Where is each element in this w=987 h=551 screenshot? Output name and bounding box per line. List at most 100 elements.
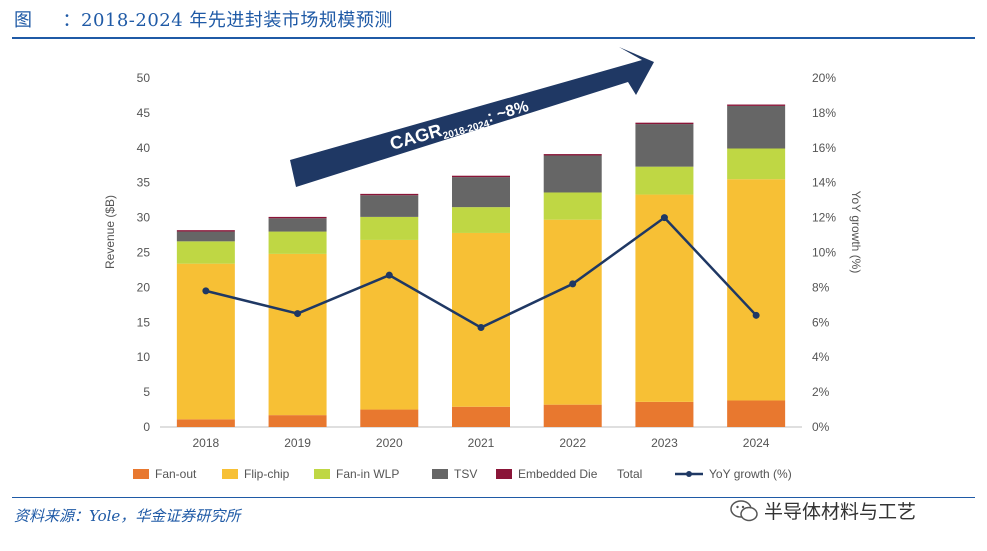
y-tick-label: 5 [143, 385, 150, 399]
legend-swatch-fan-out [133, 469, 149, 479]
legend-swatch-fan-in-wlp [314, 469, 330, 479]
legend-label: Flip-chip [244, 467, 290, 481]
bar-flip-chip [452, 232, 510, 407]
bar-flip-chip [543, 219, 602, 405]
y-tick-label: 50 [137, 71, 151, 85]
watermark-text: 半导体材料与工艺 [764, 501, 917, 523]
chart-title: 图 ：2018-2024 年先进封装市场规模预测 [14, 6, 393, 32]
y-tick-label: 15 [137, 315, 151, 329]
bar-fan-in-wlp [635, 166, 694, 195]
bar-tsv [360, 195, 419, 217]
cagr-tail: : ~8% [485, 98, 530, 126]
y2-tick-label: 16% [812, 141, 836, 155]
cagr-arrow-shape [290, 47, 654, 187]
x-tick-label: 2024 [743, 436, 770, 450]
yoy-point [385, 271, 393, 279]
bar-embedded-die [176, 230, 235, 232]
x-axis: 2018 2019 2020 2021 2022 2023 2024 [193, 436, 770, 450]
wechat-icon [730, 500, 758, 522]
bar-embedded-die [727, 104, 786, 106]
y2-tick-label: 2% [812, 385, 830, 399]
bar-fan-in-wlp [360, 216, 419, 240]
y-tick-label: 40 [137, 141, 151, 155]
y-tick-label: 45 [137, 106, 151, 120]
y2-tick-label: 4% [812, 350, 830, 364]
bar-flip-chip [176, 263, 235, 420]
chart-canvas: 0 5 10 15 20 25 30 35 40 45 50 0% 2% 4% 6% 8% 10% 12% 14%… [103, 47, 863, 481]
bar-fan-in-wlp [268, 231, 327, 254]
bar-tsv [268, 218, 327, 232]
x-tick-label: 2022 [559, 436, 586, 450]
bar-tsv [452, 177, 510, 208]
bar-fan-in-wlp [176, 241, 235, 264]
y-tick-label: 25 [137, 246, 151, 260]
legend-swatch-tsv [432, 469, 448, 479]
bar-embedded-die [268, 216, 327, 219]
y-tick-label: 0 [143, 420, 150, 434]
legend-label: TSV [454, 467, 477, 481]
legend-swatch-flip-chip [222, 469, 238, 479]
legend-swatch-yoy-marker [686, 471, 692, 477]
source-note: 资料来源：Yole，华金证券研究所 [14, 507, 241, 525]
bar-tsv [635, 124, 694, 167]
x-tick-label: 2023 [651, 436, 678, 450]
x-tick-label: 2019 [284, 436, 311, 450]
bar-flip-chip [268, 253, 327, 416]
legend-label-total: Total [617, 467, 642, 481]
yoy-line-layer [202, 214, 760, 332]
y2-tick-label: 0% [812, 420, 830, 434]
footer-rule [12, 497, 975, 498]
y-tick-label: 30 [137, 211, 151, 225]
y-tick-label: 35 [137, 176, 151, 190]
bar-fan-out [268, 415, 327, 427]
bar-flip-chip [727, 179, 786, 401]
yoy-point [294, 310, 302, 318]
y-tick-label: 20 [137, 280, 151, 294]
x-tick-label: 2021 [468, 436, 495, 450]
bar-flip-chip [360, 239, 419, 410]
yoy-point [660, 214, 668, 222]
bar-fan-out [727, 400, 786, 427]
header-rule [12, 37, 975, 39]
y-axis-right: 0% 2% 4% 6% 8% 10% 12% 14% 16% 18% 20% [812, 71, 836, 434]
y-axis-title: Revenue ($B) [103, 195, 117, 269]
y2-tick-label: 6% [812, 315, 830, 329]
x-tick-label: 2020 [376, 436, 403, 450]
legend-label: Fan-in WLP [336, 467, 399, 481]
bar-tsv [543, 155, 602, 193]
y2-tick-label: 10% [812, 246, 836, 260]
bar-layer [176, 104, 786, 427]
bar-embedded-die [543, 154, 602, 156]
bar-fan-in-wlp [727, 148, 786, 180]
legend-swatch-embedded-die [496, 469, 512, 479]
y2-axis-title: YoY growth (%) [849, 191, 863, 274]
y2-tick-label: 14% [812, 176, 836, 190]
y-tick-label: 10 [137, 350, 151, 364]
bar-fan-out [452, 406, 510, 427]
legend-label: Embedded Die [518, 467, 598, 481]
bar-fan-out [543, 404, 602, 427]
y2-tick-label: 18% [812, 106, 836, 120]
yoy-point [569, 280, 577, 288]
yoy-point [477, 324, 485, 332]
bar-fan-in-wlp [543, 192, 602, 220]
y2-tick-label: 20% [812, 71, 836, 85]
x-tick-label: 2018 [193, 436, 220, 450]
yoy-point [752, 311, 760, 319]
bar-tsv [727, 105, 786, 149]
y-axis-left: 0 5 10 15 20 25 30 35 40 45 50 [137, 71, 151, 434]
figure-label: 图 [14, 10, 33, 31]
legend-label: YoY growth (%) [709, 467, 792, 481]
bar-flip-chip [635, 194, 694, 402]
bar-fan-in-wlp [452, 207, 510, 233]
figure-title-text: ：2018-2024 年先进封装市场规模预测 [62, 10, 393, 31]
bar-embedded-die [635, 122, 694, 125]
yoy-point [202, 287, 210, 295]
bar-fan-out [176, 419, 235, 427]
legend-label: Fan-out [155, 467, 197, 481]
y2-tick-label: 12% [812, 211, 836, 225]
bar-fan-out [360, 409, 419, 427]
bar-tsv [176, 231, 235, 242]
bar-fan-out [635, 401, 694, 427]
cagr-label: CAGR2018-2024: ~8% [388, 95, 532, 157]
